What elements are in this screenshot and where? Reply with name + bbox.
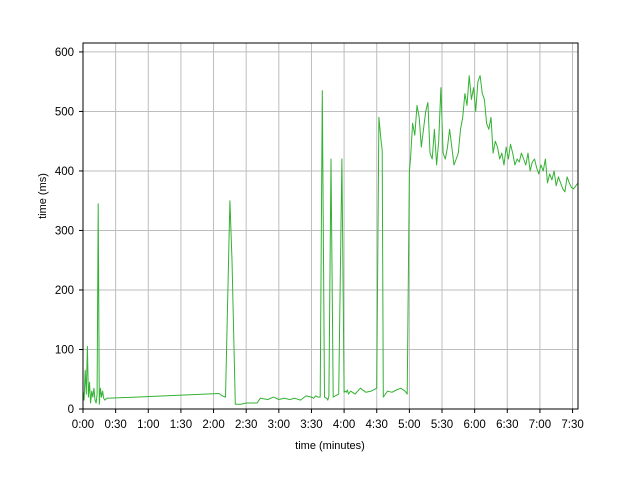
y-tick-label: 600 (55, 47, 74, 59)
x-tick-label: 3:30 (300, 419, 322, 431)
x-tick-label: 1:30 (170, 419, 192, 431)
series-line (82, 75, 579, 405)
x-tick-label: 2:30 (235, 419, 257, 431)
x-tick-label: 3:00 (268, 419, 290, 431)
vertical-gridlines (115, 43, 574, 409)
x-tick-label: 7:00 (529, 419, 551, 431)
x-tick-label: 7:30 (561, 419, 583, 431)
x-tick-label: 5:00 (398, 419, 420, 431)
y-tick-label: 400 (55, 166, 74, 178)
y-axis-ticks: 0 100 200 300 400 500 600 (55, 47, 83, 416)
x-tick-label: 0:00 (72, 419, 94, 431)
x-tick-label: 4:30 (366, 419, 388, 431)
x-axis-ticks: 0:00 0:30 1:00 1:30 2:00 2:30 3:00 3:30 4:00 4:30… (72, 409, 584, 431)
x-tick-label: 2:00 (202, 419, 224, 431)
x-tick-label: 5:30 (431, 419, 453, 431)
x-tick-label: 1:00 (137, 419, 159, 431)
x-axis-title: time (minutes) (295, 440, 365, 452)
y-tick-label: 300 (55, 225, 74, 237)
x-tick-label: 6:00 (463, 419, 485, 431)
x-tick-label: 0:30 (104, 419, 126, 431)
plot-frame (82, 42, 579, 410)
y-tick-label: 200 (55, 285, 74, 297)
x-tick-label: 6:30 (496, 419, 518, 431)
y-axis-title: time (ms) (37, 173, 49, 219)
y-tick-label: 100 (55, 344, 74, 356)
y-tick-label: 500 (55, 106, 74, 118)
x-tick-label: 4:00 (333, 419, 355, 431)
series-layer (82, 75, 579, 405)
y-tick-label: 0 (68, 404, 74, 416)
